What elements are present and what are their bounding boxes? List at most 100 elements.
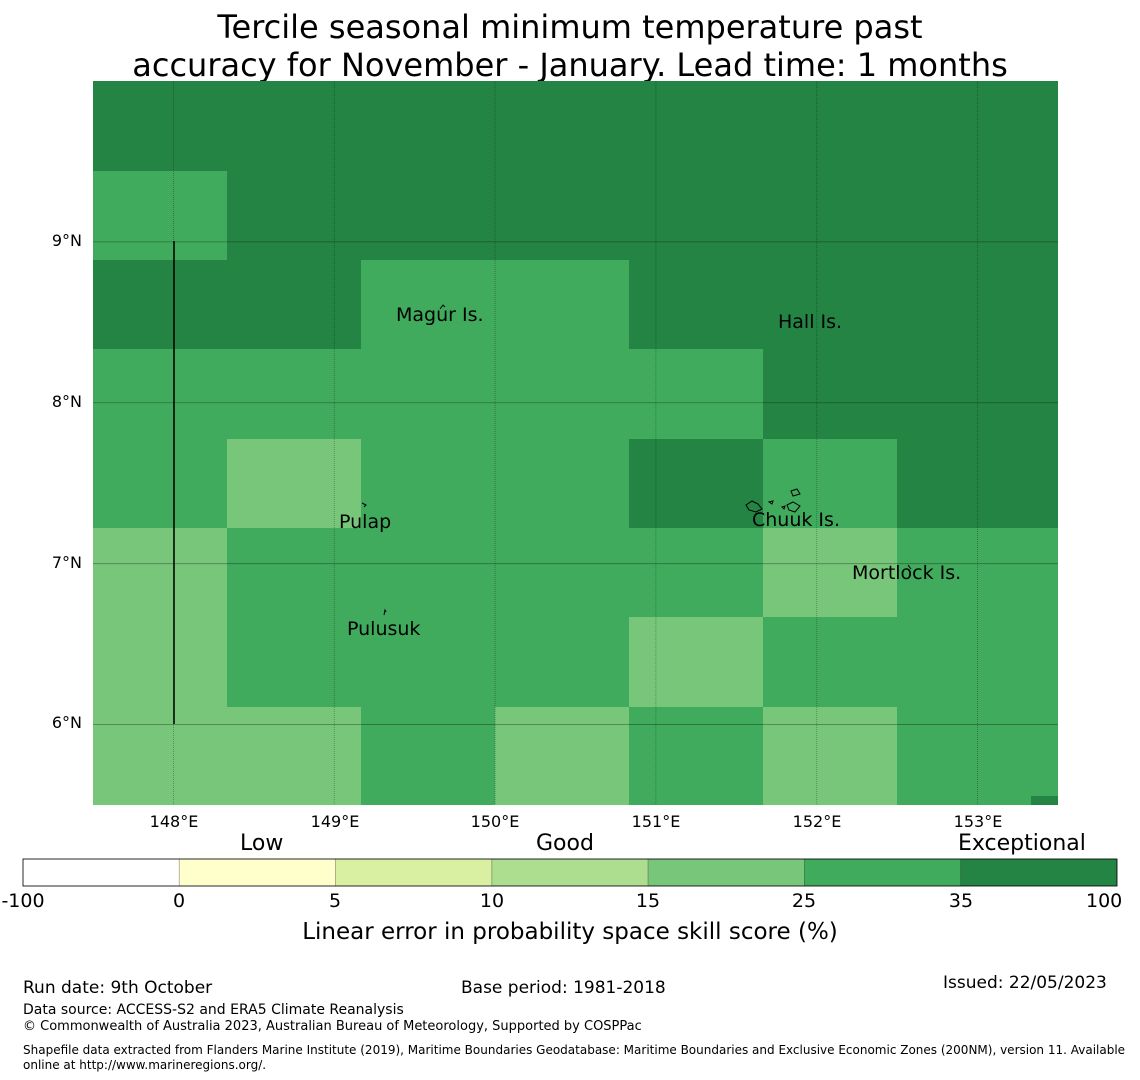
colorbar-tick: 10 (479, 890, 505, 912)
grid-cell (897, 349, 1031, 439)
grid-cell (763, 528, 897, 617)
island-pulap (361, 502, 367, 508)
grid-cell (1031, 617, 1058, 707)
grid-cell (93, 260, 227, 349)
copyright: © Commonwealth of Australia 2023, Austra… (23, 1019, 642, 1034)
place-label-mortlock: Mortlock Is. (852, 562, 962, 584)
grid-cell (495, 349, 629, 439)
grid-cell (1031, 439, 1058, 528)
grid-cell (93, 707, 227, 805)
grid-cell (629, 349, 763, 439)
colorbar (22, 858, 1118, 887)
place-label-hall: Hall Is. (778, 311, 843, 333)
grid-cell (361, 617, 495, 707)
grid-cell (227, 81, 361, 171)
colorbar-segment (804, 858, 962, 887)
colorbar-category-exceptional: Exceptional (958, 831, 1086, 856)
colorbar-tick: 25 (791, 890, 817, 912)
grid-cell (227, 439, 361, 528)
shapefile-credit-line1: Shapefile data extracted from Flanders M… (23, 1043, 1126, 1057)
lon-tick-150e: 150°E (470, 812, 520, 831)
lat-tick-8n: 8°N (51, 392, 82, 411)
grid-cell (361, 349, 495, 439)
colorbar-tick: 100 (1086, 890, 1123, 912)
grid-cell (93, 81, 227, 171)
grid-cell (227, 617, 361, 707)
grid-cell (227, 528, 361, 617)
island-pulusuk (383, 608, 387, 616)
colorbar-segment (335, 858, 493, 887)
skill-grid (93, 81, 1058, 805)
colorbar-tick: -100 (1, 890, 45, 912)
grid-cell (897, 260, 1031, 349)
lon-tick-151e: 151°E (631, 812, 681, 831)
grid-cell (1031, 796, 1058, 805)
data-source: Data source: ACCESS-S2 and ERA5 Climate … (23, 1002, 404, 1018)
island-chuuk-north (790, 488, 801, 497)
place-label-chuuk: Chuuk Is. (752, 509, 840, 531)
grid-cell (763, 349, 897, 439)
grid-cell (361, 260, 495, 349)
colorbar-segment (491, 858, 649, 887)
map-title-line2: accuracy for November - January. Lead ti… (132, 46, 1008, 84)
grid-cell (763, 81, 897, 171)
run-date: Run date: 9th October (23, 978, 213, 998)
grid-cell (629, 439, 763, 528)
colorbar-tick: 15 (635, 890, 661, 912)
base-period: Base period: 1981-2018 (461, 978, 666, 998)
grid-cell (93, 617, 227, 707)
island-chuuk-west (745, 500, 763, 513)
grid-cell (629, 171, 763, 260)
grid-cell (495, 260, 629, 349)
grid-cell (361, 707, 495, 805)
colorbar-tick: 35 (948, 890, 974, 912)
grid-cell (227, 171, 361, 260)
colorbar-segment (178, 858, 336, 887)
colorbar-segment (960, 858, 1118, 887)
grid-cell (495, 707, 629, 805)
grid-cell (897, 617, 1031, 707)
island-magur (439, 304, 446, 310)
grid-cell (763, 171, 897, 260)
grid-cell (763, 617, 897, 707)
grid-cell (361, 81, 495, 171)
grid-cell (763, 439, 897, 528)
grid-cell (897, 707, 1031, 805)
lat-tick-6n: 6°N (51, 713, 82, 732)
grid-cell (629, 528, 763, 617)
issued-date: Issued: 22/05/2023 (943, 973, 1107, 993)
grid-cell (495, 528, 629, 617)
grid-cell (495, 171, 629, 260)
grid-cell (1031, 349, 1058, 439)
island-mortlock (907, 564, 912, 570)
grid-cell (897, 528, 1031, 617)
place-label-pulap: Pulap (339, 511, 392, 533)
grid-cell (495, 617, 629, 707)
grid-cell (495, 439, 629, 528)
place-label-magur: Magur Is. (396, 304, 484, 326)
grid-cell (629, 707, 763, 805)
grid-cell (361, 171, 495, 260)
island-chuuk-small (781, 505, 786, 510)
colorbar-frame (22, 858, 1118, 887)
grid-cell (93, 528, 227, 617)
grid-cell (361, 528, 495, 617)
grid-cell (629, 617, 763, 707)
grid-cell (763, 707, 897, 805)
colorbar-category-good: Good (536, 831, 594, 856)
colorbar-axis-label: Linear error in probability space skill … (302, 919, 838, 945)
lon-tick-148e: 148°E (149, 812, 199, 831)
graticule (93, 81, 1058, 805)
grid-cell (227, 707, 361, 805)
colorbar-segment (647, 858, 805, 887)
grid-cell (495, 81, 629, 171)
grid-cell (1031, 171, 1058, 260)
grid-cell (1031, 81, 1058, 171)
colorbar-category-low: Low (240, 831, 284, 856)
colorbar-tick: 0 (172, 890, 186, 912)
grid-cell (1031, 707, 1058, 805)
grid-cell (897, 439, 1031, 528)
grid-cell (93, 171, 227, 260)
grid-cell (1031, 260, 1058, 349)
